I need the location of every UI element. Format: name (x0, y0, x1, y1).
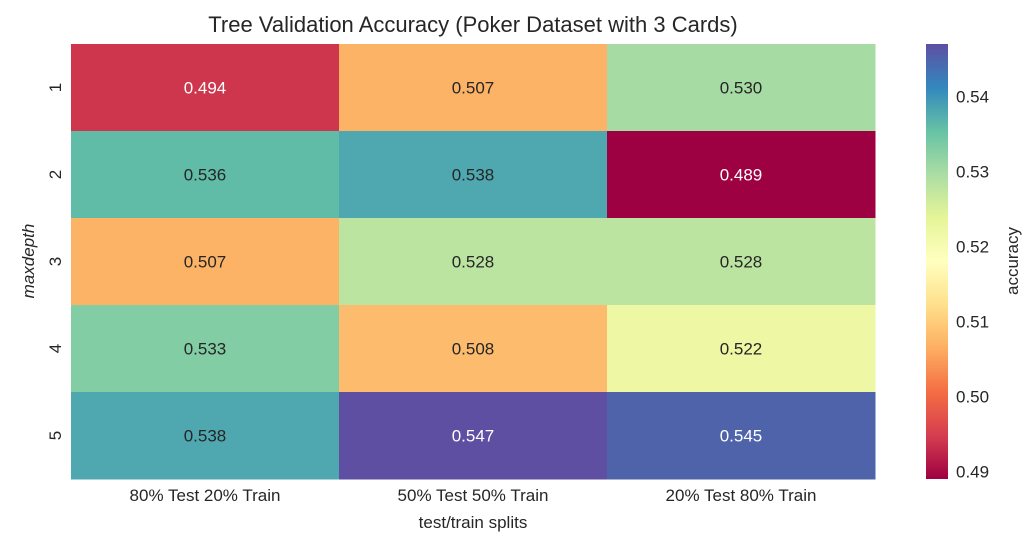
heatmap-cell (607, 131, 876, 219)
colorbar-tick-label: 0.53 (956, 163, 989, 182)
colorbar-tick-label: 0.51 (956, 313, 989, 332)
cell-value-label: 0.508 (452, 340, 495, 359)
heatmap-cell (339, 44, 608, 132)
cell-value-label: 0.538 (184, 427, 227, 446)
x-tick-label: 80% Test 20% Train (130, 486, 281, 505)
cell-value-label: 0.489 (720, 166, 763, 185)
cell-value-label: 0.522 (720, 340, 763, 359)
colorbar-tick-label: 0.49 (956, 463, 989, 482)
colorbar-label: accuracy (1003, 226, 1022, 295)
y-tick-label: 2 (46, 170, 65, 179)
heatmap-cell (71, 218, 340, 306)
heatmap-cell (71, 44, 340, 132)
heatmap-cell (71, 392, 340, 480)
heatmap-cell (71, 305, 340, 393)
cell-value-label: 0.528 (720, 253, 763, 272)
y-axis-label: maxdepth (19, 224, 38, 299)
chart-title: Tree Validation Accuracy (Poker Dataset … (208, 12, 737, 37)
cell-value-label: 0.547 (452, 427, 495, 446)
colorbar (926, 44, 948, 479)
x-axis-label: test/train splits (419, 513, 528, 532)
y-tick-label: 5 (46, 431, 65, 440)
heatmap-cell (71, 131, 340, 219)
heatmap-cell (607, 305, 876, 393)
x-tick-label: 50% Test 50% Train (398, 486, 549, 505)
heatmap-cell (607, 218, 876, 306)
colorbar-tick-label: 0.50 (956, 388, 989, 407)
cell-value-label: 0.545 (720, 427, 763, 446)
heatmap-cell (607, 44, 876, 132)
heatmap-cell (339, 392, 608, 480)
cell-value-label: 0.533 (184, 340, 227, 359)
y-tick-label: 3 (46, 257, 65, 266)
cell-value-label: 0.536 (184, 166, 227, 185)
heatmap-cell (339, 131, 608, 219)
colorbar-tick-label: 0.52 (956, 238, 989, 257)
heatmap-cell (339, 305, 608, 393)
y-tick-labels: 1 2 3 4 5 (46, 83, 65, 440)
cell-value-label: 0.530 (720, 79, 763, 98)
cell-value-label: 0.507 (184, 253, 227, 272)
heatmap-cell (339, 218, 608, 306)
cell-value-label: 0.538 (452, 166, 495, 185)
x-tick-label: 20% Test 80% Train (666, 486, 817, 505)
y-tick-label: 1 (46, 83, 65, 92)
heatmap-cells: 0.494 0.507 0.530 0.536 0.538 0.489 0.507 0.528… (71, 44, 876, 480)
y-tick-label: 4 (46, 344, 65, 353)
heatmap-cell (607, 392, 876, 480)
cell-value-label: 0.528 (452, 253, 495, 272)
cell-value-label: 0.494 (184, 79, 227, 98)
colorbar-ticks: 0.49 0.50 0.51 0.52 0.53 0.54 (956, 88, 989, 482)
colorbar-tick-label: 0.54 (956, 88, 989, 107)
cell-value-label: 0.507 (452, 79, 495, 98)
x-tick-labels: 80% Test 20% Train 50% Test 50% Train 20% … (130, 486, 817, 505)
